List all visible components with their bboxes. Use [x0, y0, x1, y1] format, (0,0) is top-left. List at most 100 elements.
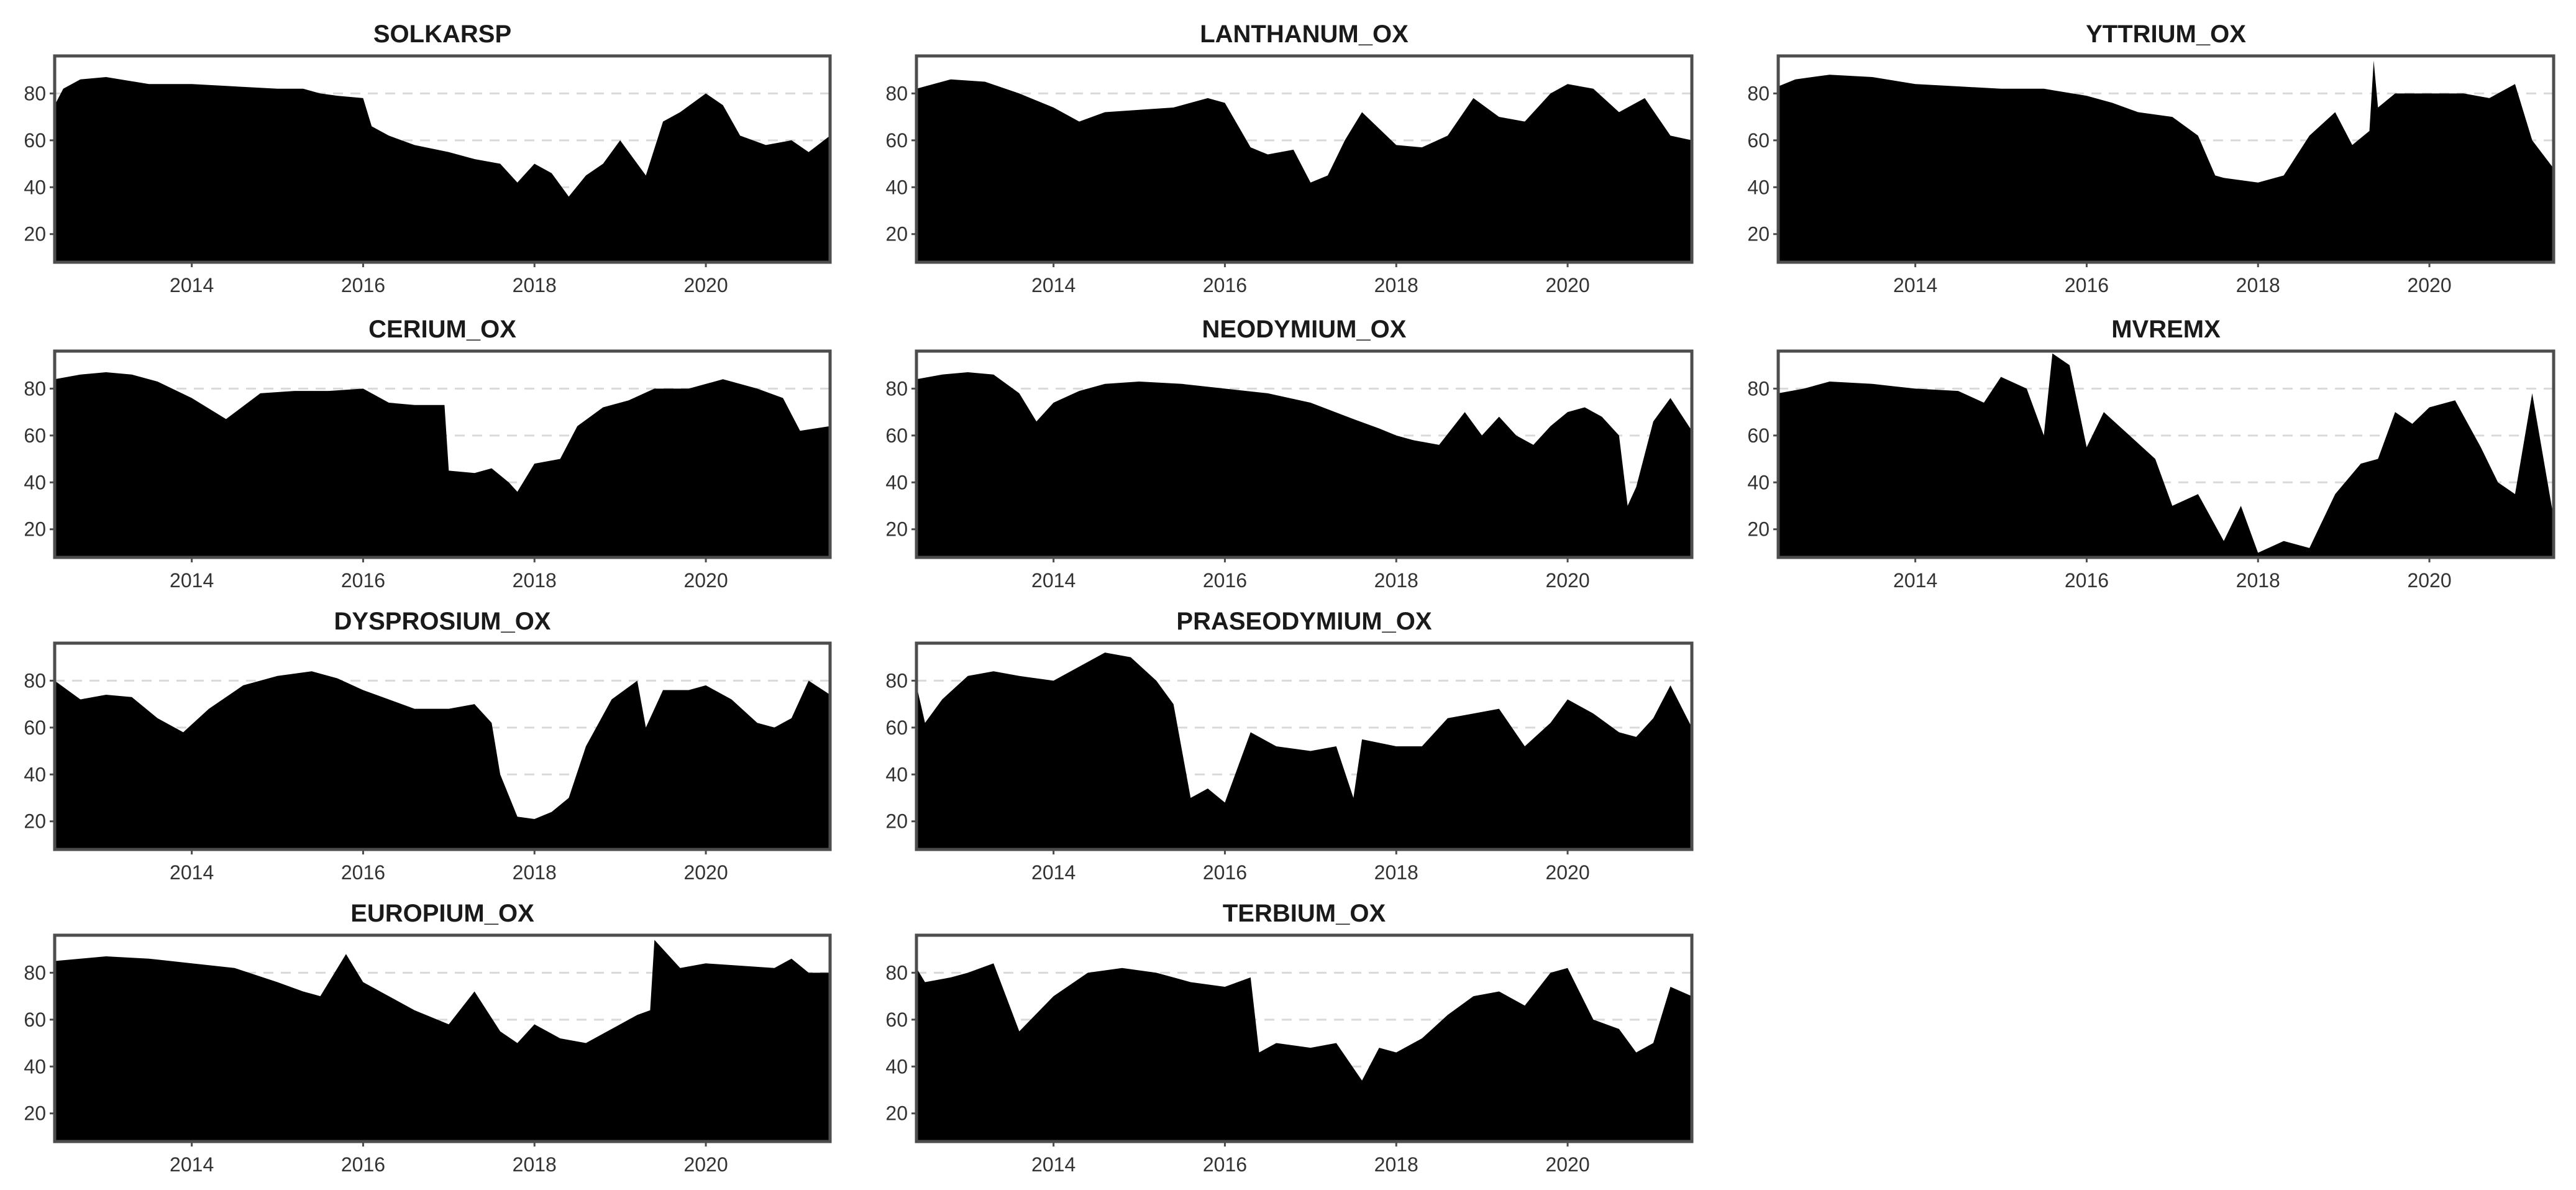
series-area: [55, 372, 830, 557]
x-tick-label: 2020: [1545, 569, 1589, 592]
series-area: [55, 940, 830, 1142]
y-tick-label: 40: [885, 471, 908, 493]
x-tick-label: 2014: [170, 861, 214, 884]
x-tick-label: 2014: [1031, 569, 1076, 592]
panel-europium-ox: EUROPIUM_OX 20 40 60 80 2014 2016 2018 2020: [24, 900, 832, 1176]
y-tick-label: 60: [885, 1009, 908, 1031]
panel-solkarsp: SOLKARSP 20 40 60 80 2014 2016 2018 2020: [24, 21, 832, 296]
panel-yttrium-ox: YTTRIUM_OX 20 40 60 80 2014 2016 2018 2020: [1747, 21, 2555, 296]
x-tick-label: 2016: [341, 569, 385, 592]
series-area: [916, 79, 1692, 262]
panel-frame: [915, 641, 1694, 851]
series-area: [55, 77, 830, 262]
series-area: [916, 652, 1692, 849]
x-tick-label: 2016: [1203, 1153, 1247, 1176]
x-tick-label: 2014: [1031, 861, 1076, 884]
x-tick-label: 2016: [341, 1153, 385, 1176]
x-tick-label: 2018: [1374, 861, 1418, 884]
series-area: [55, 671, 830, 849]
panel-mvremx: MVREMX 20 40 60 80 2014 2016 2018 2020: [1747, 316, 2555, 592]
panel-frame: [915, 933, 1694, 1143]
panel-title: TERBIUM_OX: [1223, 900, 1386, 927]
panel-title: MVREMX: [2111, 316, 2221, 343]
series-area: [1778, 60, 2554, 262]
y-tick-label: 60: [24, 424, 46, 447]
panel-neodymium-ox: NEODYMIUM_OX 20 40 60 80 2014 2016 2018 2020: [885, 316, 1694, 592]
panel-frame: [53, 933, 832, 1143]
x-tick-label: 2020: [2407, 274, 2451, 296]
panel-lanthanum-ox: LANTHANUM_OX 20 40 60 80 2014 2016 2018 2020: [885, 21, 1694, 296]
panel-dysprosium-ox: DYSPROSIUM_OX 20 40 60 80 2014 2016 2018 2020: [24, 608, 832, 884]
x-tick-label: 2018: [513, 274, 557, 296]
y-tick-label: 80: [885, 669, 908, 692]
x-tick-label: 2018: [1374, 274, 1418, 296]
y-tick-label: 80: [24, 377, 46, 400]
x-tick-label: 2020: [683, 861, 728, 884]
y-tick-label: 20: [885, 1102, 908, 1125]
panel-title: LANTHANUM_OX: [1200, 21, 1409, 48]
panel-cerium-ox: CERIUM_OX 20 40 60 80 2014 2016 2018 2020: [24, 316, 832, 592]
x-tick-label: 2014: [1031, 274, 1076, 296]
y-tick-label: 40: [1747, 176, 1770, 198]
x-tick-label: 2018: [1374, 569, 1418, 592]
x-tick-label: 2020: [683, 1153, 728, 1176]
panel-title: PRASEODYMIUM_OX: [1176, 608, 1432, 635]
y-tick-label: 80: [24, 961, 46, 984]
x-tick-label: 2020: [1545, 861, 1589, 884]
x-tick-label: 2016: [1203, 861, 1247, 884]
y-tick-label: 20: [885, 223, 908, 245]
panel-frame: [915, 54, 1694, 264]
y-tick-label: 20: [24, 223, 46, 245]
x-tick-label: 2016: [341, 861, 385, 884]
y-tick-label: 20: [1747, 518, 1770, 541]
y-tick-label: 60: [1747, 129, 1770, 152]
x-tick-label: 2014: [1031, 1153, 1076, 1176]
x-tick-label: 2020: [683, 274, 728, 296]
x-tick-label: 2020: [1545, 1153, 1589, 1176]
y-tick-label: 20: [24, 810, 46, 833]
y-tick-label: 20: [885, 810, 908, 833]
x-tick-label: 2018: [513, 861, 557, 884]
y-tick-label: 40: [885, 763, 908, 785]
y-tick-label: 20: [885, 518, 908, 541]
y-tick-label: 80: [1747, 82, 1770, 104]
panel-praseodymium-ox: PRASEODYMIUM_OX 20 40 60 80 2014 2016 2018 2020: [885, 608, 1694, 884]
x-tick-label: 2016: [2065, 274, 2109, 296]
x-tick-label: 2014: [170, 569, 214, 592]
panel-title: CERIUM_OX: [368, 316, 516, 343]
y-tick-label: 60: [885, 716, 908, 739]
y-tick-label: 20: [24, 1102, 46, 1125]
panel-title: EUROPIUM_OX: [350, 900, 534, 927]
y-tick-label: 60: [885, 129, 908, 152]
y-tick-label: 20: [24, 518, 46, 541]
y-tick-label: 20: [1747, 223, 1770, 245]
y-tick-label: 60: [1747, 424, 1770, 447]
y-tick-label: 40: [885, 176, 908, 198]
y-tick-label: 80: [885, 377, 908, 400]
y-tick-label: 80: [885, 82, 908, 104]
y-tick-label: 40: [24, 1055, 46, 1078]
y-tick-label: 60: [24, 716, 46, 739]
y-tick-label: 80: [24, 669, 46, 692]
panel-frame: [53, 349, 832, 559]
panel-frame: [53, 54, 832, 264]
y-tick-label: 40: [1747, 471, 1770, 493]
panel-title: SOLKARSP: [373, 21, 511, 48]
y-tick-label: 80: [1747, 377, 1770, 400]
x-tick-label: 2018: [513, 1153, 557, 1176]
x-tick-label: 2018: [1374, 1153, 1418, 1176]
panel-frame: [1776, 349, 2555, 559]
y-tick-label: 40: [24, 471, 46, 493]
x-tick-label: 2020: [1545, 274, 1589, 296]
x-tick-label: 2014: [170, 1153, 214, 1176]
y-tick-label: 60: [24, 129, 46, 152]
x-tick-label: 2020: [2407, 569, 2451, 592]
panel-terbium-ox: TERBIUM_OX 20 40 60 80 2014 2016 2018 2020: [885, 900, 1694, 1176]
y-tick-label: 80: [24, 82, 46, 104]
x-tick-label: 2020: [683, 569, 728, 592]
y-tick-label: 40: [24, 176, 46, 198]
y-tick-label: 80: [885, 961, 908, 984]
x-tick-label: 2014: [170, 274, 214, 296]
y-tick-label: 40: [24, 763, 46, 785]
